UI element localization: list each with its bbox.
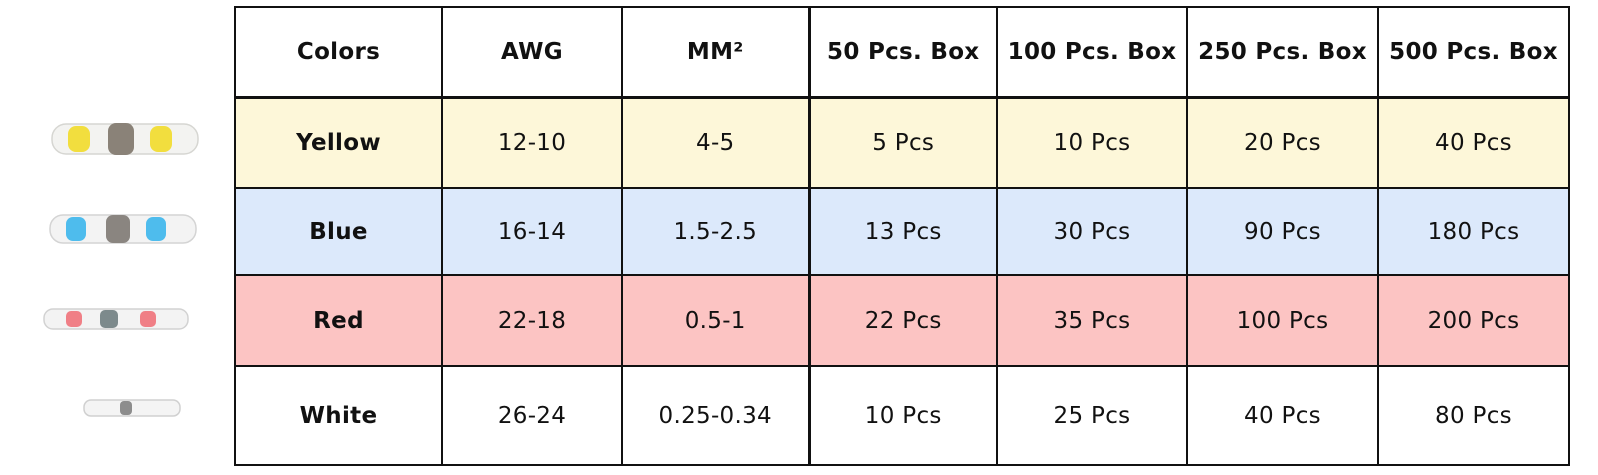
cell-box500: 40 Pcs	[1377, 96, 1570, 189]
table-row: Yellow 12-10 4-5 5 Pcs 10 Pcs 20 Pcs 40 …	[234, 96, 1570, 189]
cell-mm2: 4-5	[621, 96, 810, 189]
cell-mm2: 0.5-1	[621, 274, 810, 367]
table-header-row: Colors AWG MM² 50 Pcs. Box 100 Pcs. Box …	[234, 6, 1570, 99]
cell-awg: 16-14	[441, 187, 623, 276]
blue-solder-sleeve-icon	[49, 214, 197, 244]
cell-box250: 90 Pcs	[1186, 187, 1379, 276]
cell-box100: 35 Pcs	[996, 274, 1188, 367]
cell-box50: 5 Pcs	[807, 96, 998, 189]
cell-color: Red	[234, 274, 443, 367]
cell-box100: 10 Pcs	[996, 96, 1188, 189]
cell-mm2: 1.5-2.5	[621, 187, 810, 276]
cell-mm2: 0.25-0.34	[621, 365, 810, 466]
connector-thumbnails	[0, 0, 232, 475]
yellow-solder-sleeve-icon	[51, 123, 199, 155]
header-250-pcs-box: 250 Pcs. Box	[1186, 6, 1379, 99]
cell-box250: 100 Pcs	[1186, 274, 1379, 367]
header-awg: AWG	[441, 6, 623, 99]
cell-box50: 10 Pcs	[807, 365, 998, 466]
cell-awg: 22-18	[441, 274, 623, 367]
table-row: Blue 16-14 1.5-2.5 13 Pcs 30 Pcs 90 Pcs …	[234, 187, 1570, 276]
cell-box250: 20 Pcs	[1186, 96, 1379, 189]
table-row: White 26-24 0.25-0.34 10 Pcs 25 Pcs 40 P…	[234, 365, 1570, 466]
table-row: Red 22-18 0.5-1 22 Pcs 35 Pcs 100 Pcs 20…	[234, 274, 1570, 367]
cell-box500: 80 Pcs	[1377, 365, 1570, 466]
cell-box500: 200 Pcs	[1377, 274, 1570, 367]
cell-box50: 13 Pcs	[807, 187, 998, 276]
cell-box50: 22 Pcs	[807, 274, 998, 367]
red-solder-sleeve-icon	[43, 308, 189, 330]
cell-box250: 40 Pcs	[1186, 365, 1379, 466]
header-100-pcs-box: 100 Pcs. Box	[996, 6, 1188, 99]
spec-table: Colors AWG MM² 50 Pcs. Box 100 Pcs. Box …	[234, 6, 1570, 466]
cell-awg: 12-10	[441, 96, 623, 189]
header-mm2: MM²	[621, 6, 810, 99]
white-solder-sleeve-icon	[83, 399, 181, 417]
cell-color: Blue	[234, 187, 443, 276]
cell-box100: 30 Pcs	[996, 187, 1188, 276]
header-50-pcs-box: 50 Pcs. Box	[807, 6, 998, 99]
cell-box500: 180 Pcs	[1377, 187, 1570, 276]
cell-awg: 26-24	[441, 365, 623, 466]
header-500-pcs-box: 500 Pcs. Box	[1377, 6, 1570, 99]
header-colors: Colors	[234, 6, 443, 99]
cell-box100: 25 Pcs	[996, 365, 1188, 466]
cell-color: Yellow	[234, 96, 443, 189]
cell-color: White	[234, 365, 443, 466]
